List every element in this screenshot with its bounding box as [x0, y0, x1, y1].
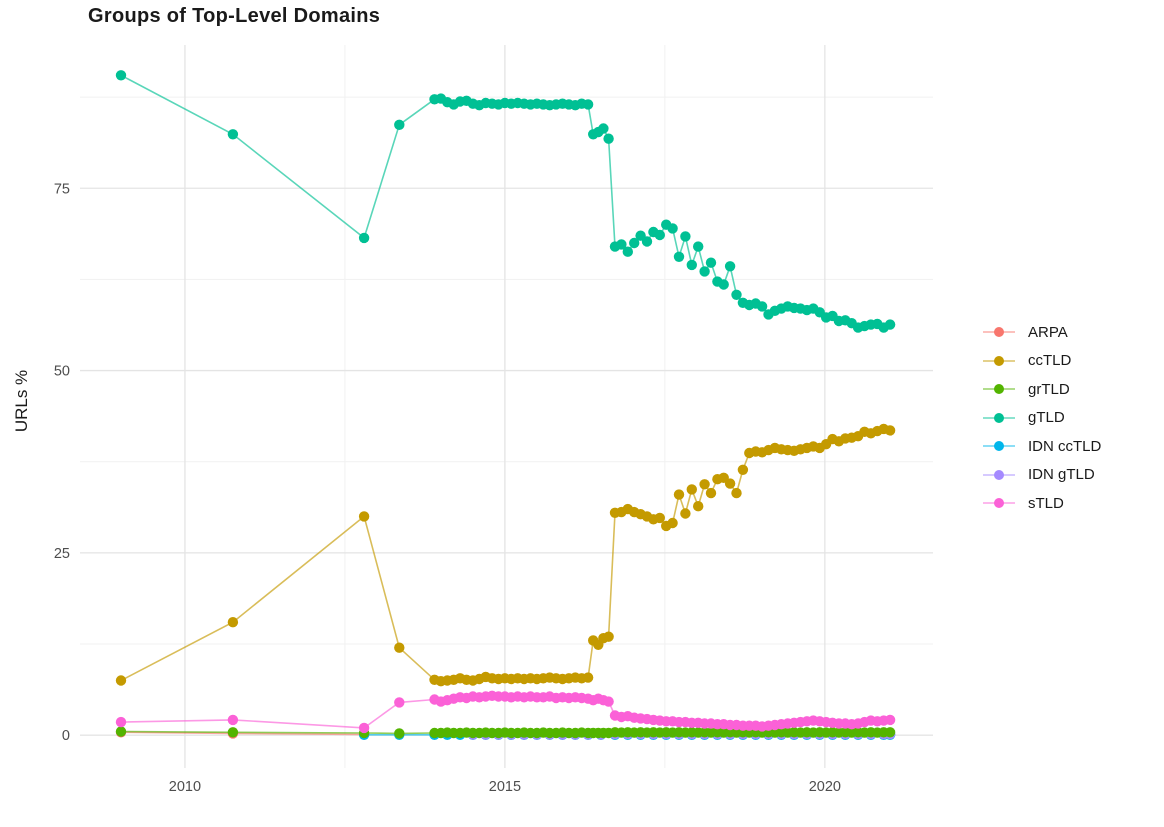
legend-key-idn-gtld: [983, 466, 1015, 484]
series-cctld: [115, 423, 896, 687]
legend-key-dot: [994, 469, 1004, 480]
legend-key-dot: [994, 412, 1004, 423]
legend-key-dot: [994, 441, 1004, 452]
legend-item-idn-gtld: IDN gTLD: [983, 461, 1101, 490]
x-tick-label-2010: 2010: [169, 779, 201, 795]
y-axis-label: URLs %: [12, 369, 31, 433]
legend-item-arpa: ARPA: [983, 318, 1101, 347]
legend-key-dot: [994, 327, 1004, 338]
legend-key-grtld: [983, 380, 1015, 398]
legend-key-idn-cctld: [983, 437, 1015, 455]
x-tick-label-2020: 2020: [809, 779, 841, 795]
series-stld: [115, 690, 896, 734]
legend-label: gTLD: [1028, 409, 1065, 427]
legend-label: ARPA: [1028, 323, 1068, 341]
y-tick-label-50: 50: [54, 364, 70, 380]
legend-item-gtld: gTLD: [983, 404, 1101, 433]
x-tick-label-2015: 2015: [489, 779, 521, 795]
legend-key-dot: [994, 355, 1004, 366]
legend-label: IDN gTLD: [1028, 466, 1095, 484]
series-gtld: [115, 70, 896, 333]
legend-item-grtld: grTLD: [983, 375, 1101, 404]
legend-item-cctld: ccTLD: [983, 347, 1101, 376]
legend-key-arpa: [983, 323, 1015, 341]
legend-label: grTLD: [1028, 380, 1070, 398]
legend-key-cctld: [983, 352, 1015, 370]
legend-key-gtld: [983, 409, 1015, 427]
legend-item-stld: sTLD: [983, 489, 1101, 518]
legend: ARPA ccTLD grTLD gTLD IDN ccTLD IDN gTLD sTLD: [983, 318, 1101, 518]
legend-key-stld: [983, 494, 1015, 512]
legend-key-dot: [994, 384, 1004, 395]
y-tick-label-25: 25: [54, 546, 70, 562]
y-tick-label-0: 0: [62, 728, 70, 744]
y-tick-label-75: 75: [54, 181, 70, 197]
legend-key-dot: [994, 498, 1004, 509]
legend-item-idn-cctld: IDN ccTLD: [983, 432, 1101, 461]
legend-label: sTLD: [1028, 494, 1064, 512]
legend-label: ccTLD: [1028, 352, 1072, 370]
legend-label: IDN ccTLD: [1028, 437, 1102, 455]
chart-title: Groups of Top-Level Domains: [88, 5, 381, 27]
